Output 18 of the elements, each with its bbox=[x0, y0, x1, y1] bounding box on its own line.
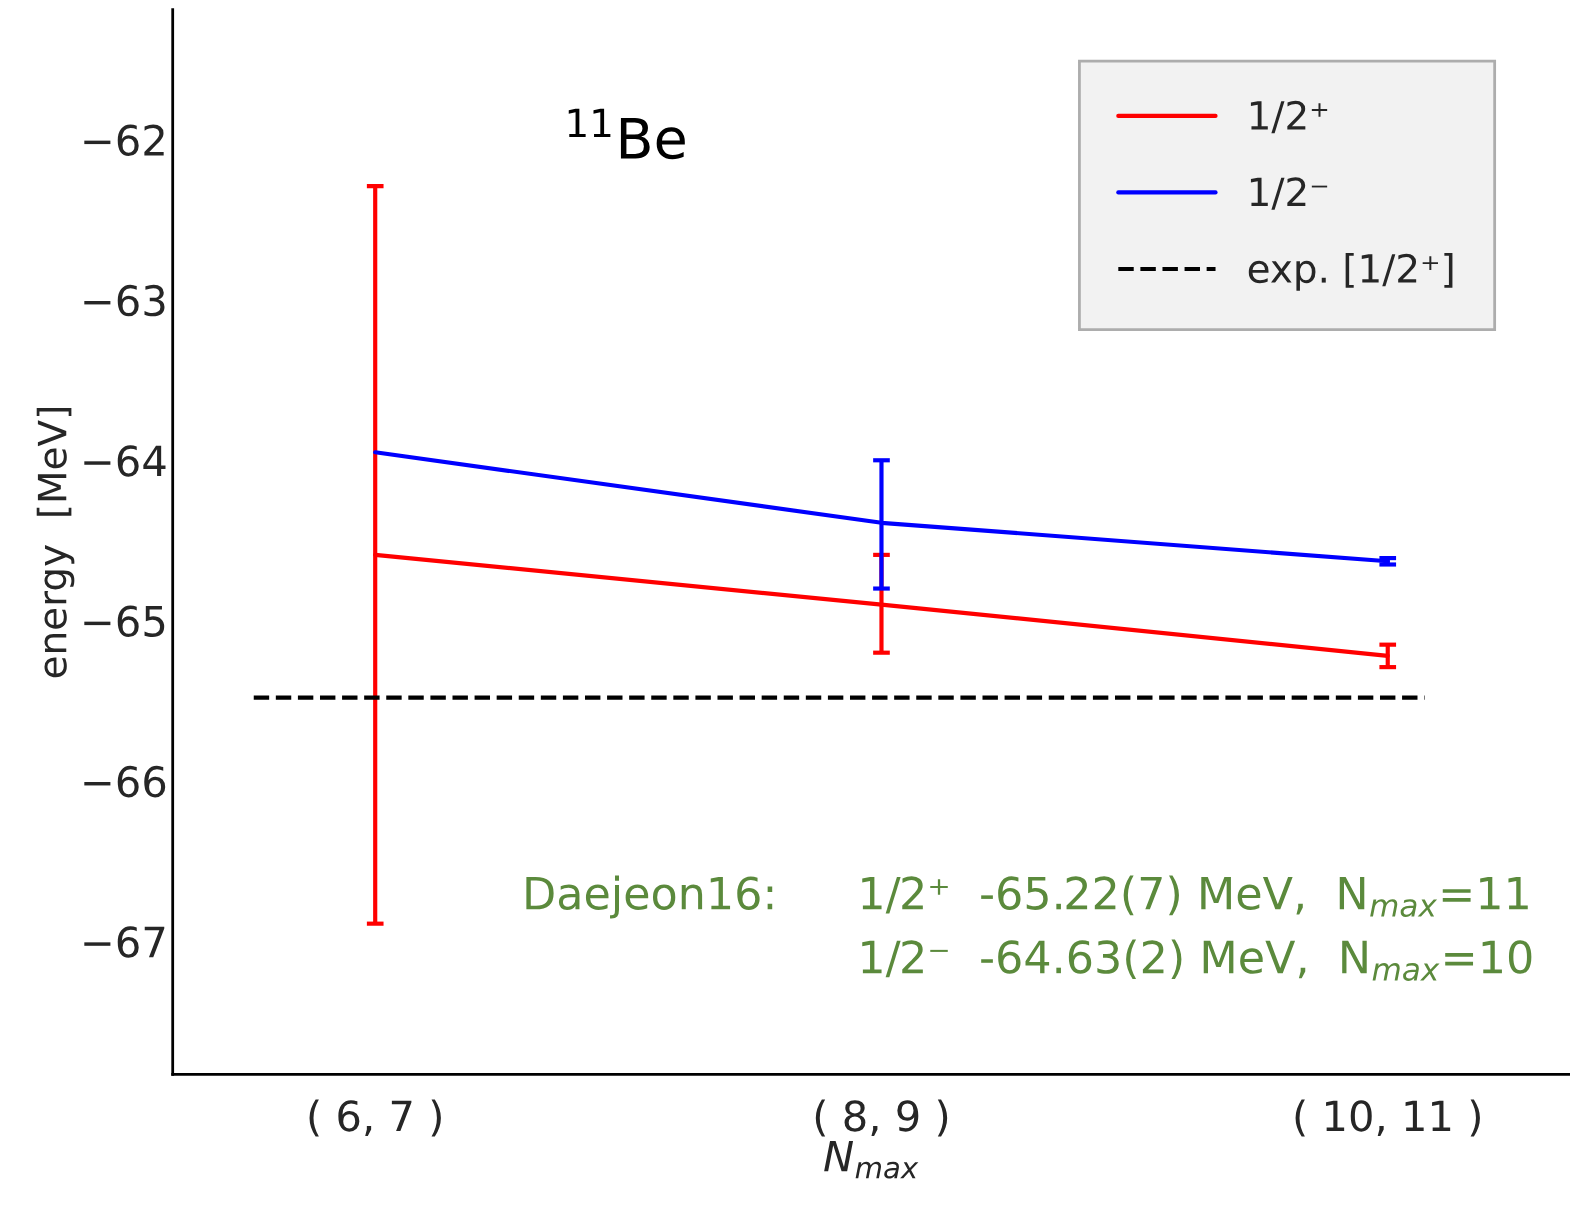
x-tick-label: ( 8, 9 ) bbox=[815, 1099, 948, 1137]
y-tick-label: −65 bbox=[84, 605, 165, 638]
x-tick-label: ( 10, 11 ) bbox=[1295, 1099, 1480, 1137]
annotation: 1/2⁺ -65.22(7) MeV, N$_{max}$=11 bbox=[862, 875, 1528, 918]
legend-label: 1/2⁻ bbox=[1250, 177, 1328, 210]
y-tick-label: −62 bbox=[84, 124, 164, 157]
x-tick-label: ( 6, 7 ) bbox=[309, 1099, 441, 1137]
y-tick-label: −67 bbox=[84, 926, 165, 958]
y-tick-label: −64 bbox=[84, 445, 166, 477]
y-tick-label: −66 bbox=[84, 765, 166, 798]
legend-label: 1/2⁺ bbox=[1250, 100, 1328, 134]
annotation: 1/2⁻ -64.63(2) MeV, N$_{max}$=10 bbox=[862, 939, 1532, 981]
y-tick-label: −63 bbox=[84, 284, 165, 317]
annotation: $^{11}$Be bbox=[568, 108, 685, 160]
annotation: Daejeon16: bbox=[526, 875, 773, 919]
x-axis-title: N$_{max}$ bbox=[824, 1140, 919, 1179]
legend-label: exp. [1/2⁺] bbox=[1248, 253, 1453, 291]
y-axis-title: energy [MeV] bbox=[36, 408, 75, 678]
